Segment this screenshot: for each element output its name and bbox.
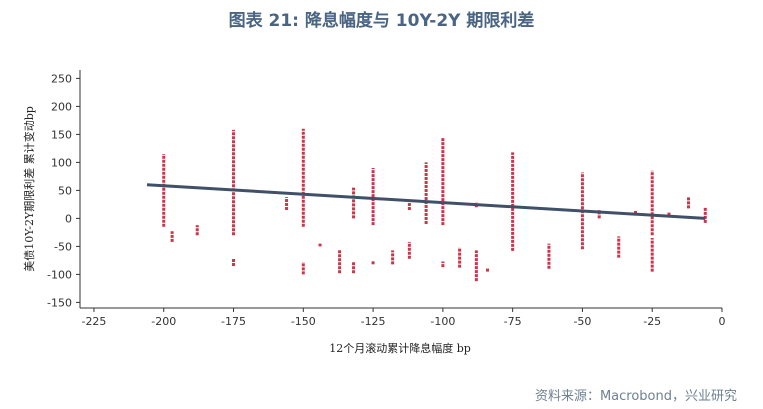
x-tick-label: -100 <box>430 315 455 328</box>
x-tick-label: -125 <box>361 315 386 328</box>
y-tick-label: 50 <box>58 184 72 197</box>
x-ticks: -225 -200 -175 -150 -125 -100 -75 -50 -25 0 <box>81 308 726 328</box>
x-tick-label: -225 <box>81 315 106 328</box>
x-axis-title: 12个月滚动累计降息幅度 bp <box>329 341 471 355</box>
x-tick-label: -200 <box>151 315 176 328</box>
y-tick-label: 100 <box>51 156 72 169</box>
x-tick-label: -25 <box>643 315 661 328</box>
x-tick-label: -50 <box>573 315 591 328</box>
y-tick-label: -150 <box>47 296 72 309</box>
data-points <box>162 128 707 282</box>
y-tick-label: -100 <box>47 268 72 281</box>
x-tick-label: 0 <box>719 315 726 328</box>
y-tick-label: 250 <box>51 72 72 85</box>
x-tick-label: -150 <box>291 315 316 328</box>
axes <box>79 70 722 309</box>
y-ticks: 250 200 150 100 50 0 -50 -100 -150 <box>47 72 80 309</box>
y-axis-title: 美债10Y-2Y期限利差 累计变动bp <box>22 106 36 272</box>
x-tick-label: -75 <box>504 315 522 328</box>
y-tick-label: 150 <box>51 128 72 141</box>
x-tick-label: -175 <box>221 315 246 328</box>
trend-line <box>146 183 706 220</box>
y-tick-label: -50 <box>54 240 72 253</box>
source-note: 资料来源：Macrobond，兴业研究 <box>534 389 737 404</box>
figure-title: 图表 21: 降息幅度与 10Y-2Y 期限利差 <box>228 11 535 31</box>
trend-line-group <box>146 183 706 220</box>
y-tick-label: 0 <box>65 212 72 225</box>
y-tick-label: 200 <box>51 100 72 113</box>
